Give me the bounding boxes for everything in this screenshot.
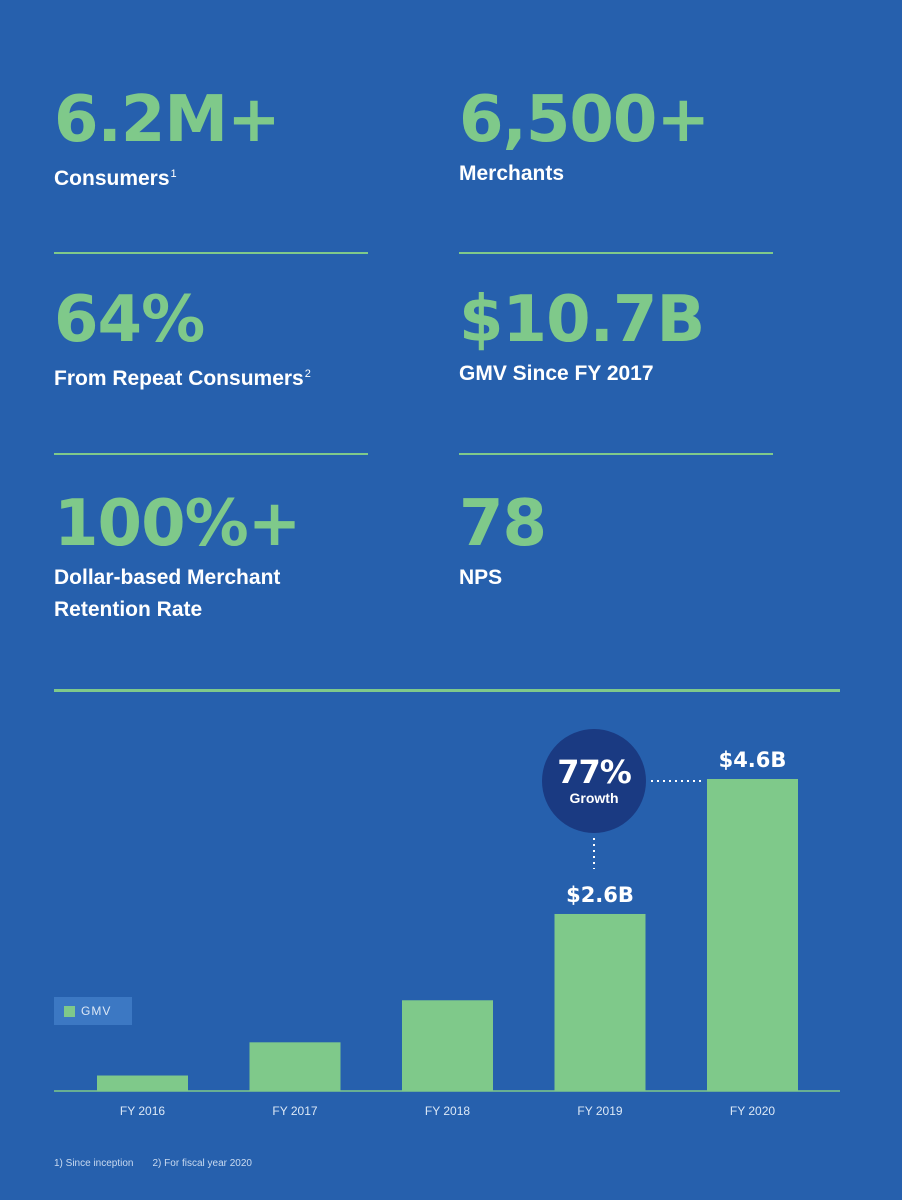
legend-label: GMV bbox=[81, 1004, 112, 1018]
chart-legend: GMV bbox=[54, 997, 132, 1025]
stat-value: 64% bbox=[54, 283, 205, 357]
stat-value: 100%+ bbox=[54, 487, 301, 561]
footnotes: 1) Since inception 2) For fiscal year 20… bbox=[54, 1158, 271, 1169]
stat-label: Merchants bbox=[459, 162, 565, 185]
divider bbox=[54, 453, 368, 455]
legend-swatch bbox=[64, 1005, 75, 1017]
stat-merchants: 6,500+ Merchants bbox=[459, 82, 789, 190]
bar-fy-2017 bbox=[249, 1042, 341, 1091]
stat-value: $10.7B bbox=[459, 283, 705, 357]
x-tick-label: FY 2020 bbox=[730, 1104, 775, 1118]
bar-value-label: $4.6B bbox=[719, 748, 787, 772]
stat-nps: 78 NPS bbox=[459, 486, 789, 594]
bar-fy-2016 bbox=[97, 1075, 188, 1091]
bar-fy-2018 bbox=[402, 1000, 493, 1091]
bar-fy-2020 bbox=[707, 779, 798, 1091]
footnote-marker: 2 bbox=[304, 368, 311, 380]
divider bbox=[459, 453, 773, 455]
footnote-2: 2) For fiscal year 2020 bbox=[152, 1158, 253, 1169]
x-tick-label: FY 2017 bbox=[272, 1104, 317, 1118]
x-tick-label: FY 2018 bbox=[425, 1104, 470, 1118]
x-tick-label: FY 2019 bbox=[577, 1104, 622, 1118]
stat-label: Consumers1 bbox=[54, 167, 177, 190]
footnote-1: 1) Since inception bbox=[54, 1158, 134, 1169]
divider bbox=[459, 252, 773, 254]
x-tick-label: FY 2016 bbox=[120, 1104, 165, 1118]
stat-value: 6,500+ bbox=[459, 83, 710, 157]
divider bbox=[54, 252, 368, 254]
stat-repeat-consumers: 64% From Repeat Consumers2 bbox=[54, 282, 384, 395]
footnote-marker: 1 bbox=[170, 168, 177, 180]
stat-consumers: 6.2M+ Consumers1 bbox=[54, 82, 384, 195]
bar-fy-2019 bbox=[554, 913, 646, 1091]
stat-gmv-total: $10.7B GMV Since FY 2017 bbox=[459, 282, 789, 390]
bar-value-label: $2.6B bbox=[566, 883, 634, 907]
growth-value: 77% bbox=[557, 753, 632, 791]
stat-value: 78 bbox=[459, 487, 547, 561]
section-divider bbox=[54, 689, 840, 692]
growth-label: Growth bbox=[569, 790, 619, 806]
stat-retention-rate: 100%+ Dollar-based Merchant Retention Ra… bbox=[54, 486, 384, 626]
stat-label: Dollar-based Merchant Retention Rate bbox=[54, 566, 281, 621]
stat-label: From Repeat Consumers2 bbox=[54, 367, 311, 390]
stat-label: GMV Since FY 2017 bbox=[459, 362, 654, 385]
growth-bubble: 77% Growth bbox=[542, 729, 646, 833]
stat-value: 6.2M+ bbox=[54, 83, 281, 157]
stat-label: NPS bbox=[459, 566, 503, 589]
